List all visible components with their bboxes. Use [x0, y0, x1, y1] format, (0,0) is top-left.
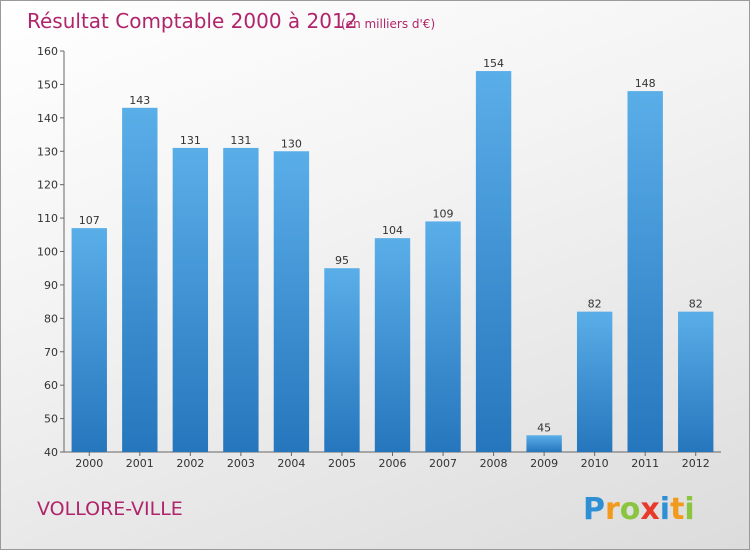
x-tick-label: 2008 — [480, 457, 508, 470]
logo-letter: x — [640, 492, 659, 527]
bar-2000 — [71, 228, 107, 452]
x-tick-label: 2006 — [379, 457, 407, 470]
y-tick-label: 40 — [44, 446, 58, 459]
bar-2002 — [172, 147, 209, 453]
data-label-2011: 148 — [635, 77, 656, 90]
bar-2004 — [273, 151, 310, 452]
x-tick-label: 2010 — [581, 457, 609, 470]
x-tick-label: 2003 — [227, 457, 255, 470]
data-label-2004: 130 — [281, 137, 302, 150]
data-label-2008: 154 — [483, 57, 504, 70]
commune-name: VOLLORE-VILLE — [37, 498, 183, 520]
data-label-2009: 45 — [537, 421, 551, 434]
y-tick-label: 90 — [44, 279, 58, 292]
data-labels: 107 143 131 131 130 95 104 109 154 45 82 148 82 — [79, 57, 703, 434]
logo-letter: o — [620, 492, 641, 527]
y-tick-label: 110 — [37, 212, 58, 225]
proxiti-logo: Proxiti — [583, 492, 695, 527]
bars — [71, 71, 714, 453]
y-tick-label: 70 — [44, 346, 58, 359]
x-axis: 2000 2001 2002 2003 2004 2005 2006 2007 2008 2009… — [75, 452, 710, 470]
logo-letter: i — [684, 492, 694, 527]
y-tick-label: 60 — [44, 379, 58, 392]
bar-2009 — [526, 435, 562, 452]
logo-letter: P — [583, 492, 605, 527]
data-label-2005: 95 — [335, 254, 349, 267]
x-tick-label: 2012 — [682, 457, 710, 470]
chart-title: Résultat Comptable 2000 à 2012 — [27, 9, 357, 33]
bar-2012 — [678, 311, 714, 452]
bar-2010 — [576, 311, 613, 452]
data-label-2003: 131 — [230, 134, 251, 147]
bar-2003 — [223, 147, 259, 453]
y-tick-label: 50 — [44, 413, 58, 426]
data-label-2006: 104 — [382, 224, 403, 237]
y-tick-label: 130 — [37, 145, 58, 158]
x-tick-label: 2005 — [328, 457, 356, 470]
y-tick-label: 140 — [37, 112, 58, 125]
logo-letter: t — [670, 492, 684, 527]
y-tick-label: 80 — [44, 312, 58, 325]
logo-letter: i — [660, 492, 670, 527]
y-tick-label: 160 — [37, 45, 58, 58]
x-tick-label: 2007 — [429, 457, 457, 470]
data-label-2010: 82 — [588, 298, 602, 311]
bar-2008 — [475, 71, 512, 453]
data-label-2000: 107 — [79, 214, 100, 227]
bar-2005 — [324, 268, 360, 452]
data-label-2002: 131 — [180, 134, 201, 147]
x-tick-label: 2000 — [75, 457, 103, 470]
y-tick-label: 120 — [37, 179, 58, 192]
bar-2006 — [374, 238, 411, 452]
x-tick-label: 2002 — [176, 457, 204, 470]
data-label-2001: 143 — [129, 94, 150, 107]
x-tick-label: 2009 — [530, 457, 558, 470]
data-label-2012: 82 — [689, 298, 703, 311]
x-tick-label: 2001 — [126, 457, 154, 470]
chart-subtitle: (en milliers d'€) — [341, 17, 435, 31]
bar-2001 — [122, 107, 158, 452]
data-label-2007: 109 — [433, 207, 454, 220]
x-tick-label: 2004 — [277, 457, 305, 470]
y-tick-label: 150 — [37, 78, 58, 91]
bar-2007 — [425, 221, 461, 452]
y-tick-label: 100 — [37, 246, 58, 259]
x-tick-label: 2011 — [631, 457, 659, 470]
bar-2011 — [627, 91, 663, 452]
logo-letter: r — [605, 492, 620, 527]
